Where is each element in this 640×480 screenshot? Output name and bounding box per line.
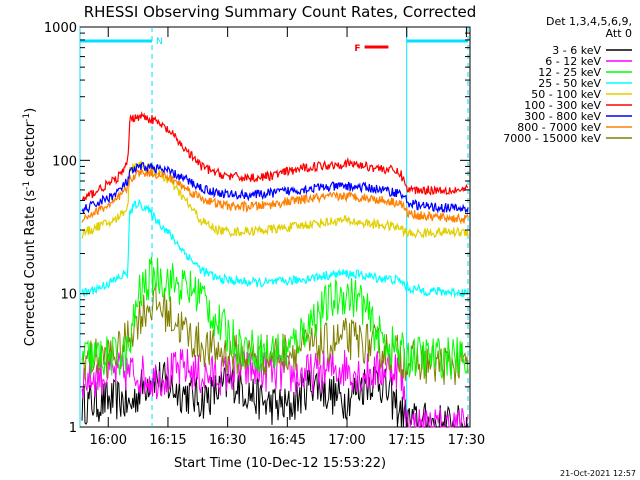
x-tick-label: 16:30 (209, 433, 246, 448)
y-tick-label: 10 (60, 288, 77, 303)
legend-label-8: 7000 - 15000 keV (503, 132, 601, 145)
x-tick-label: 16:15 (149, 433, 186, 448)
y-label-mid: detector (23, 121, 38, 181)
y-label-exp1: -1 (22, 181, 32, 190)
x-tick-label: 17:15 (388, 433, 425, 448)
legend-label-3: 25 - 50 keV (538, 77, 601, 90)
series-layer (81, 111, 469, 428)
x-tick-label: 16:00 (90, 433, 127, 448)
y-axis-label: Corrected Count Rate (s-1 detector-1) (22, 108, 38, 346)
y-tick-label: 1000 (44, 21, 77, 36)
chart-title: RHESSI Observing Summary Count Rates, Co… (84, 3, 477, 21)
y-label-main: Corrected Count Rate (s (23, 190, 38, 347)
legend-label-7: 800 - 7000 keV (517, 121, 601, 134)
legend-header-line-2: Att 0 (606, 27, 632, 40)
series-line-3-6-kev (81, 361, 469, 428)
legend-label-5: 100 - 300 keV (524, 99, 601, 112)
night-label: N (156, 37, 163, 47)
y-tick-label: 1 (69, 421, 77, 436)
y-label-end: ) (23, 108, 38, 113)
legend-label-1: 6 - 12 keV (545, 55, 601, 68)
y-label-exp2: -1 (22, 113, 32, 122)
series-line-12-25-kev (81, 256, 469, 379)
y-axis: 1 10 100 1000 (44, 21, 470, 436)
footer-timestamp: 21-Oct-2021 12:57 (560, 469, 636, 478)
series-line-300-800-kev (81, 162, 469, 214)
x-axis: 16:00 16:15 16:30 16:45 17:00 17:15 17:30 (90, 27, 485, 448)
series-line-7000-15000-kev (81, 283, 469, 386)
x-axis-label: Start Time (10-Dec-12 15:53:22) (174, 456, 386, 471)
y-tick-label: 100 (52, 154, 77, 169)
x-tick-label: 16:45 (269, 433, 306, 448)
series-line-6-12-kev (81, 348, 469, 428)
x-tick-label: 17:00 (328, 433, 365, 448)
series-line-100-300-kev (81, 111, 469, 201)
series-line-25-50-kev (81, 199, 469, 299)
legend-label-0: 3 - 6 keV (552, 44, 601, 57)
legend-header-line-1: Det 1,3,4,5,6,9, (546, 15, 632, 28)
legend-label-6: 300 - 800 keV (524, 110, 601, 123)
legend-label-2: 12 - 25 keV (538, 66, 601, 79)
markers-layer: NF (80, 37, 469, 54)
x-tick-label: 17:30 (448, 433, 485, 448)
series-line-800-7000-kev (81, 167, 469, 225)
legend-label-4: 50 - 100 keV (531, 88, 601, 101)
flare-label: F (354, 44, 360, 54)
